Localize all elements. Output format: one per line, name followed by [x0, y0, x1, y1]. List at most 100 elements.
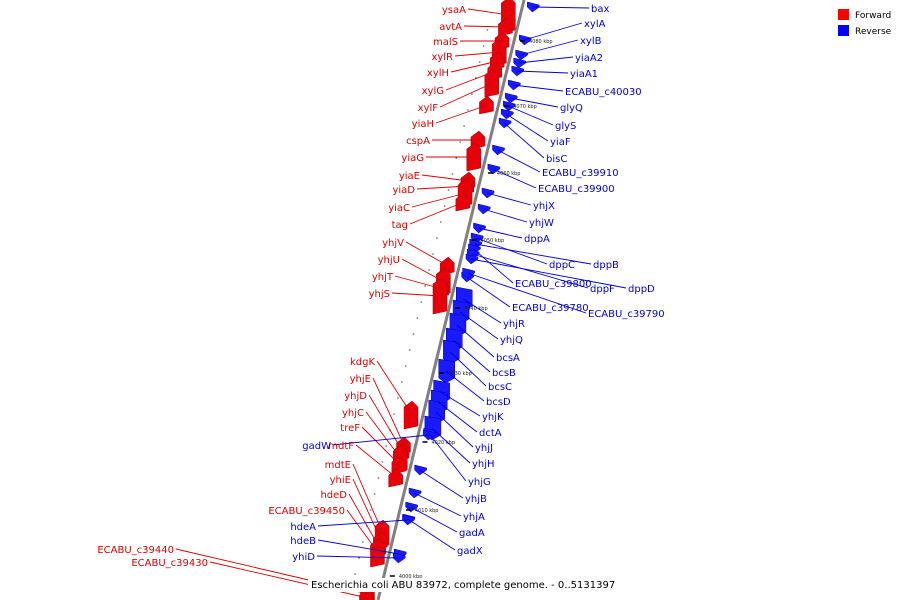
- tick-label-7: 4070 kbp: [513, 104, 537, 110]
- legend-reverse-label: Reverse: [855, 27, 892, 37]
- label-yiaD: yiaD: [392, 185, 415, 196]
- label-yhjR: yhjR: [503, 319, 525, 330]
- label-yhiE: yhiE: [330, 475, 351, 486]
- label-yhjQ: yhjQ: [500, 335, 523, 346]
- reverse-gene-yhiD: [392, 552, 406, 564]
- label-treF: treF: [340, 423, 360, 434]
- leader-tag: [409, 201, 465, 225]
- leader-ysaA: [467, 8, 510, 16]
- label-xylR: xylR: [431, 52, 453, 63]
- leader-dppB: [474, 243, 592, 265]
- tick-label-5: 4050 kbp: [481, 238, 505, 244]
- tick-label-6: 4060 kbp: [497, 171, 521, 177]
- label-bisC: bisC: [546, 154, 567, 165]
- leader-yiaH: [435, 104, 488, 124]
- label-xylB: xylB: [580, 36, 602, 47]
- leader-hdeA: [317, 519, 408, 527]
- leader-yhjQ: [459, 311, 499, 340]
- leader-xylH: [450, 60, 499, 73]
- label-yhjT: yhjT: [372, 272, 394, 283]
- leader-gadW: [332, 434, 429, 446]
- label-yhjX: yhjX: [533, 201, 555, 212]
- leader-kdgK: [376, 360, 413, 416]
- leader-hdeD: [348, 493, 381, 549]
- label-bcsD: bcsD: [486, 397, 511, 408]
- label-xylG: xylG: [422, 86, 444, 97]
- label-yiaA1: yiaA1: [570, 69, 598, 80]
- label-mdtE: mdtE: [325, 460, 351, 471]
- leader-yhjA: [413, 492, 462, 517]
- legend: Forward Reverse: [838, 9, 892, 37]
- label-dctA: dctA: [479, 428, 502, 439]
- leader-gadA: [410, 506, 458, 533]
- leader-dppD: [470, 258, 627, 289]
- label-ECABU_c39780: ECABU_c39780: [512, 303, 589, 314]
- leader-xylB: [520, 39, 579, 56]
- label-dppF: dppF: [590, 284, 615, 295]
- leader-ECABU_c39450: [346, 509, 379, 554]
- label-yhjH: yhjH: [472, 459, 495, 470]
- label-ECABU_c39900: ECABU_c39900: [538, 184, 615, 195]
- leader-yhjG: [428, 432, 467, 482]
- label-yhjW: yhjW: [529, 218, 554, 229]
- leader-yhjU: [401, 258, 445, 283]
- label-ECABU_c40030: ECABU_c40030: [565, 87, 642, 98]
- leader-yiaA1: [516, 70, 569, 74]
- legend-forward-swatch: [838, 9, 849, 20]
- leader-yhjS: [391, 292, 442, 297]
- label-yhiD: yhiD: [292, 552, 315, 563]
- label-dppD: dppD: [628, 284, 655, 295]
- label-xylH: xylH: [427, 68, 449, 79]
- tick-label-0: 4000 kbp: [399, 574, 423, 580]
- label-gadW: gadW: [302, 441, 331, 452]
- leader-yiaC: [411, 192, 467, 208]
- tick-label-2: 4020 kbp: [431, 440, 455, 446]
- leader-yhjE: [372, 377, 405, 447]
- leader-yhjK: [440, 391, 481, 417]
- label-ECABU_c39910: ECABU_c39910: [542, 168, 619, 179]
- leader-yhjD: [368, 394, 404, 453]
- label-yhjG: yhjG: [468, 477, 491, 488]
- leader-glyQ: [510, 97, 559, 108]
- forward-gene-mdtF: [388, 468, 403, 488]
- gene-labels: ysaA avtA malS xylR xylH xylG xylF yiaH cspA yiaG…: [97, 4, 664, 569]
- leader-xylF: [439, 82, 493, 108]
- leader-bax: [532, 6, 590, 9]
- leader-ECABU_c39780: [466, 276, 511, 308]
- leader-xylG: [445, 70, 496, 91]
- caption-background: [308, 578, 592, 592]
- leader-yiaA2: [518, 56, 574, 64]
- label-ECABU_c39800: ECABU_c39800: [515, 279, 592, 290]
- leader-dctA: [437, 401, 478, 433]
- leader-yhjJ: [435, 411, 474, 448]
- leader-yhiD: [316, 555, 399, 559]
- label-ECABU_c39450: ECABU_c39450: [268, 506, 345, 517]
- leader-xylR: [454, 51, 501, 57]
- label-bcsA: bcsA: [496, 353, 520, 364]
- leader-yhiE: [352, 478, 382, 542]
- leader-ECABU_c39800: [473, 248, 514, 284]
- label-yhjA: yhjA: [463, 512, 485, 523]
- leader-yhjB: [419, 469, 464, 499]
- leader-yiaD: [416, 185, 468, 190]
- tick-label-4: 4040 kbp: [464, 306, 488, 312]
- label-yhjS: yhjS: [369, 289, 390, 300]
- label-xylF: xylF: [418, 103, 439, 114]
- label-bcsC: bcsC: [488, 382, 512, 393]
- label-yhjU: yhjU: [378, 255, 400, 266]
- label-yhjC: yhjC: [342, 408, 364, 419]
- leader-bcsB: [452, 339, 491, 373]
- leader-yiaE: [421, 174, 470, 182]
- label-yhjD: yhjD: [344, 391, 367, 402]
- label-yiaA2: yiaA2: [575, 53, 603, 64]
- legend-forward-label: Forward: [855, 11, 891, 21]
- label-kdgK: kdgK: [350, 357, 375, 368]
- reverse-gene-bisC: [498, 117, 512, 129]
- label-hdeB: hdeB: [290, 536, 316, 547]
- leader-hdeB: [317, 539, 400, 555]
- leader-yhjW: [483, 208, 528, 223]
- label-hdeA: hdeA: [290, 522, 316, 533]
- label-yiaG: yiaG: [401, 153, 424, 164]
- label-yhjE: yhjE: [350, 374, 371, 385]
- label-ECABU_c39430: ECABU_c39430: [131, 558, 208, 569]
